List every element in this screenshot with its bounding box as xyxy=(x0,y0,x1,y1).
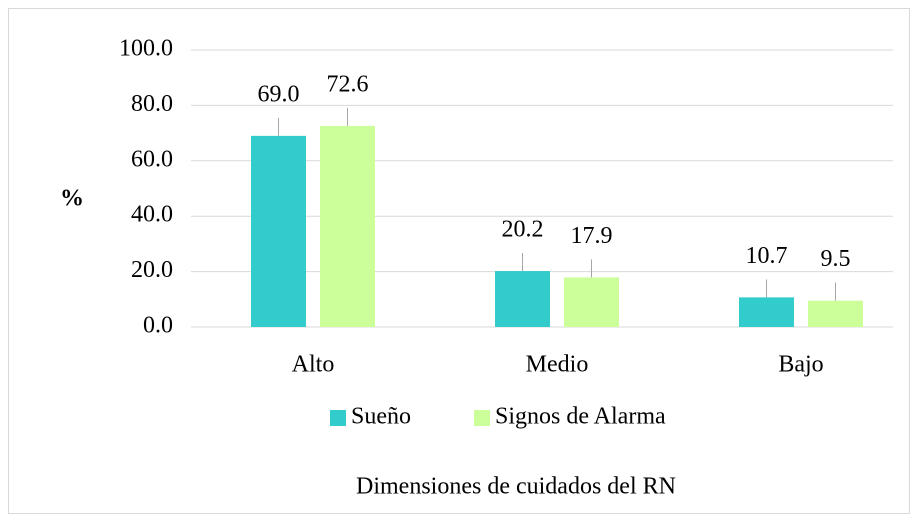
y-axis-label: % xyxy=(60,186,84,212)
x-tick-label: Alto xyxy=(292,352,335,378)
data-label: 69.0 xyxy=(258,81,300,107)
bar xyxy=(251,135,306,327)
data-label: 20.2 xyxy=(502,217,544,243)
bar xyxy=(320,125,375,327)
bar xyxy=(564,277,619,327)
y-tick-label: 60.0 xyxy=(131,146,173,172)
legend-label: Signos de Alarma xyxy=(495,404,666,430)
y-tick-label: 80.0 xyxy=(131,91,173,117)
data-label: 9.5 xyxy=(821,246,851,272)
legend-label: Sueño xyxy=(351,404,411,430)
y-tick-label: 0.0 xyxy=(143,313,173,339)
x-tick-label: Medio xyxy=(526,352,589,378)
chart-border xyxy=(8,8,910,514)
data-label: 72.6 xyxy=(327,71,369,97)
legend-swatch xyxy=(474,410,490,426)
y-tick-label: 20.0 xyxy=(131,257,173,283)
y-tick-label: 100.0 xyxy=(119,36,173,62)
data-label: 10.7 xyxy=(746,243,788,269)
bar xyxy=(739,297,794,327)
x-axis-label: Dimensiones de cuidados del RN xyxy=(356,474,676,500)
bar xyxy=(495,271,550,327)
bar xyxy=(808,300,863,327)
data-label: 17.9 xyxy=(571,223,613,249)
legend-swatch xyxy=(330,410,346,426)
x-tick-label: Bajo xyxy=(778,352,823,378)
y-tick-label: 40.0 xyxy=(131,202,173,228)
